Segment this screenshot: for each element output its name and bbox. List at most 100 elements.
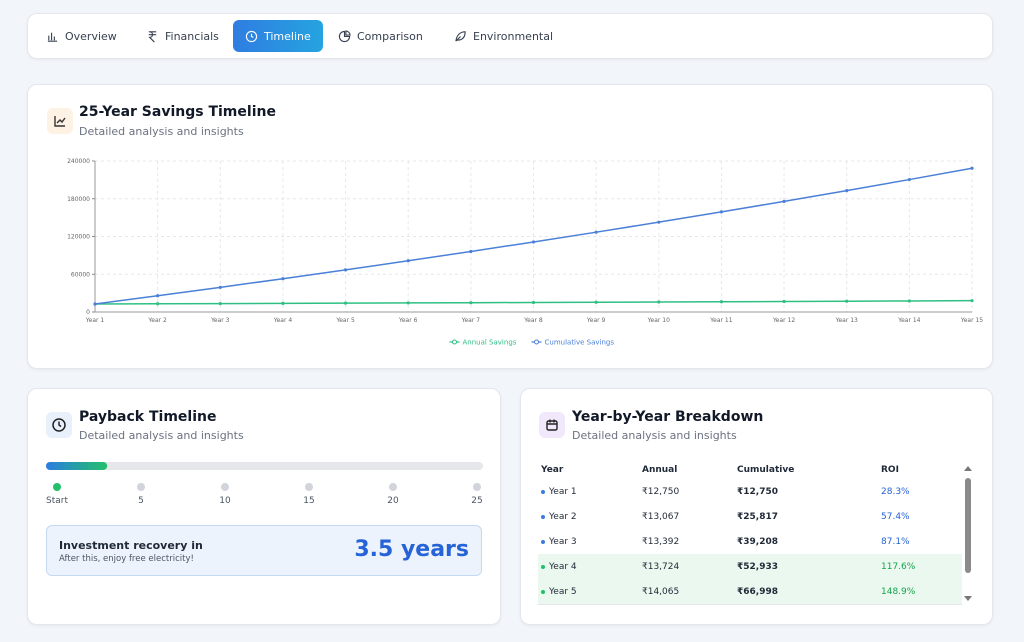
tab-icon (455, 30, 466, 42)
point (970, 299, 974, 303)
point (406, 259, 410, 263)
point (218, 301, 222, 306)
payback-subtitle: Detailed analysis and insights (79, 429, 244, 442)
point (281, 277, 285, 281)
table-cell: ₹39,208 (737, 536, 778, 547)
x-tick-label: Year 11 (709, 317, 732, 324)
x-tick-label: Year 13 (835, 317, 858, 324)
point (469, 249, 473, 254)
point (657, 220, 661, 224)
table-cell: ₹14,065 (642, 586, 680, 597)
milestone-dot (137, 483, 145, 491)
point (782, 299, 786, 304)
row-dot (541, 590, 545, 594)
recovery-value: 3.5 years (354, 537, 469, 562)
tab-icon (245, 30, 258, 42)
table-cell: 117.6% (881, 561, 916, 572)
column-header: Year (541, 464, 564, 475)
table-cell: ₹13,067 (642, 511, 680, 522)
chart-card: 25-Year Savings Timeline Detailed analys… (27, 84, 993, 369)
point (970, 166, 974, 170)
point (719, 210, 724, 214)
chart-icon (47, 108, 73, 134)
chart-subtitle: Detailed analysis and insights (79, 125, 244, 138)
recovery-note: After this, enjoy free electricity! (59, 554, 194, 564)
clock-icon (46, 412, 72, 438)
point (594, 300, 598, 304)
milestone-label: 10 (219, 496, 231, 506)
breakdown-title: Year-by-Year Breakdown (572, 409, 764, 425)
milestone-dot (305, 483, 313, 491)
point (218, 285, 222, 289)
column-header: Annual (642, 464, 678, 475)
table-cell: ₹66,998 (737, 586, 778, 597)
x-tick-label: Year 1 (85, 317, 105, 324)
tab-label: Timeline (264, 29, 311, 43)
milestone-label: 5 (138, 496, 144, 506)
milestone-dot (473, 483, 481, 491)
scroll-up[interactable] (964, 466, 972, 471)
point (343, 301, 348, 305)
column-header: ROI (881, 464, 899, 475)
tab[interactable]: Financials (134, 20, 231, 52)
progress-track (46, 462, 483, 470)
tab-label: Financials (165, 29, 219, 43)
point (469, 301, 473, 305)
table-row (538, 579, 962, 605)
table-cell: ₹52,933 (737, 561, 778, 572)
point (594, 230, 598, 234)
y-tick-label: 180000 (67, 196, 90, 203)
x-tick-label: Year 15 (960, 317, 983, 324)
table-cell: Year 3 (549, 536, 577, 547)
x-tick-label: Year 2 (147, 317, 167, 324)
point (531, 300, 536, 305)
point (343, 268, 348, 272)
scroll-thumb[interactable] (965, 478, 971, 573)
milestone-label: 20 (387, 496, 399, 506)
y-tick-label: 120000 (67, 234, 90, 241)
table-cell: Year 5 (549, 586, 577, 597)
y-tick-label: 60000 (71, 271, 90, 278)
y-tick-label: 0 (86, 309, 90, 316)
row-dot (541, 515, 545, 519)
x-tick-label: Year 10 (647, 317, 670, 324)
tab-label: Environmental (473, 29, 554, 43)
tab-label: Overview (65, 29, 117, 43)
tab-bar: Overview Financials Timeline Comparison Envi… (27, 13, 993, 59)
scroll-down[interactable] (964, 596, 972, 601)
column-header: Cumulative (737, 464, 795, 475)
legend-swatch (452, 339, 457, 345)
table-cell: ₹12,750 (642, 486, 680, 497)
point (531, 240, 536, 244)
point (657, 300, 661, 304)
row-dot (541, 490, 545, 494)
breakdown-card: Year-by-Year Breakdown Detailed analysis… (520, 388, 993, 625)
tab-icon (47, 32, 58, 42)
point (281, 301, 285, 305)
legend-swatch (534, 339, 539, 345)
row-dot (541, 565, 545, 569)
table-row (538, 529, 962, 555)
tab[interactable]: Comparison (326, 20, 435, 52)
table-cell: Year 1 (549, 486, 577, 497)
point (907, 177, 911, 182)
tab[interactable]: Timeline (233, 20, 323, 52)
table-cell: Year 2 (549, 511, 577, 522)
legend-label: Annual Savings (463, 339, 517, 347)
progress-fill (46, 462, 108, 470)
point (156, 294, 160, 298)
point (406, 301, 410, 305)
point (845, 299, 849, 303)
table-cell: 148.9% (881, 586, 916, 597)
tab[interactable]: Environmental (442, 20, 565, 52)
legend-label: Cumulative Savings (545, 339, 615, 347)
table-row (538, 479, 962, 505)
milestone-dot (389, 483, 397, 491)
payback-progress: Start 5 10 15 20 25 (46, 462, 483, 506)
x-tick-label: Year 12 (772, 317, 795, 324)
payback-card: Payback Timeline Detailed analysis and i… (27, 388, 501, 625)
tab-icon (338, 29, 351, 42)
tab[interactable]: Overview (34, 20, 129, 52)
